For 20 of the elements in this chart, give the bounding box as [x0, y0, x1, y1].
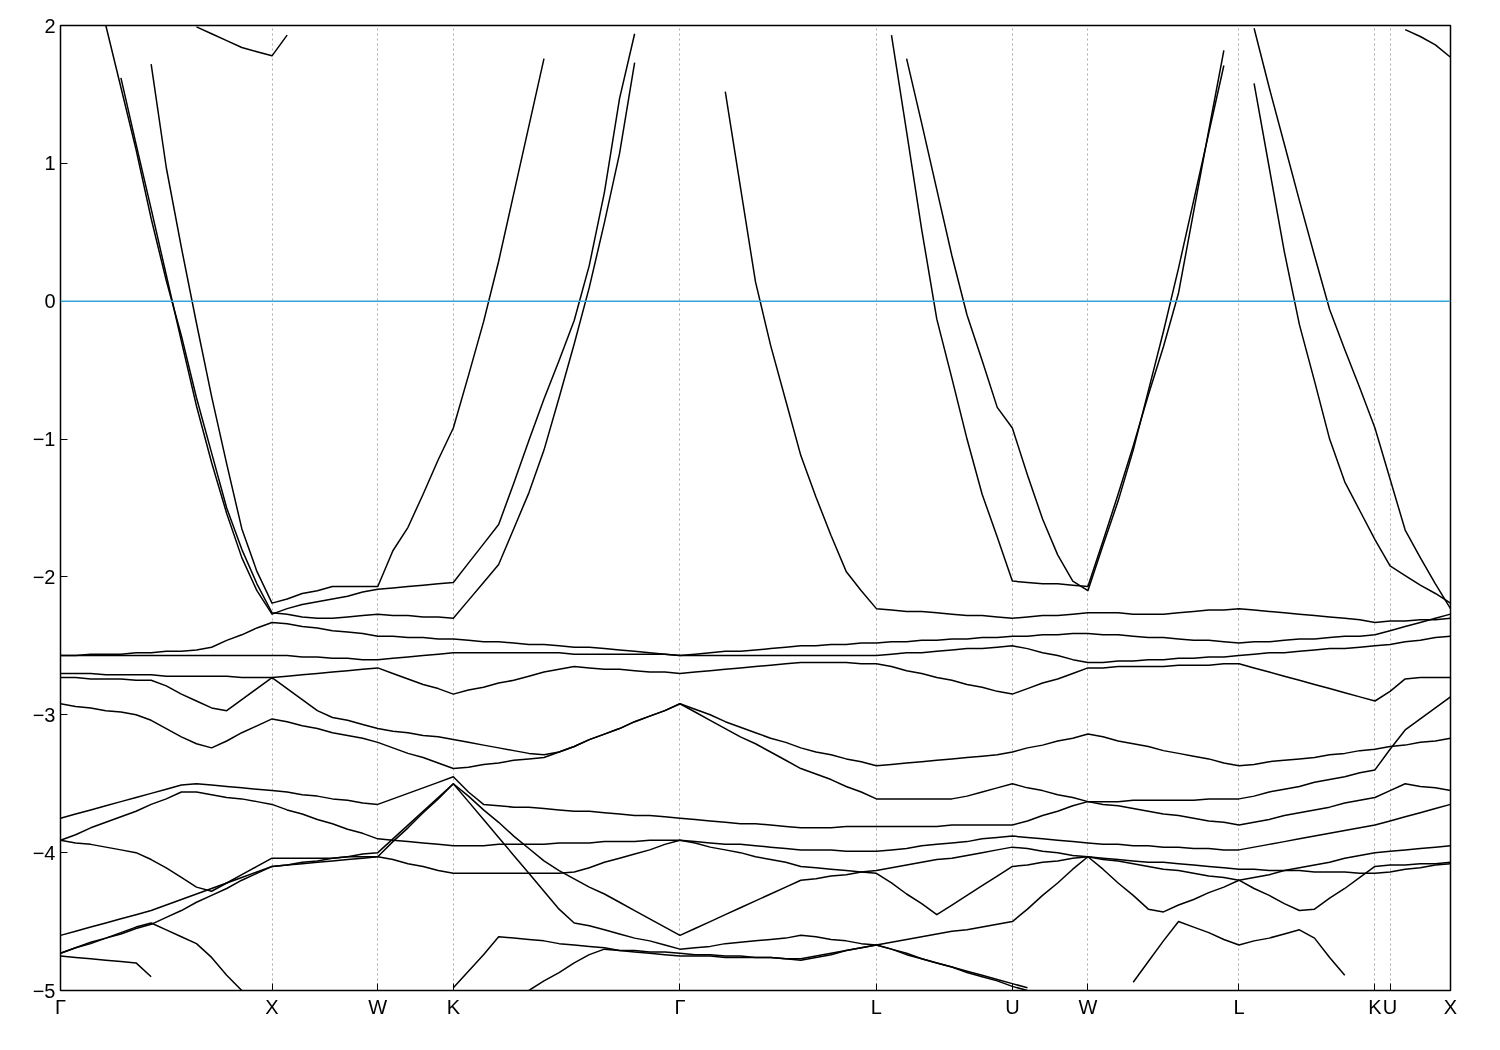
y-tick-label: 2: [44, 14, 56, 37]
x-tick-label: K: [1368, 995, 1383, 1018]
x-tick-label: U: [1005, 995, 1020, 1018]
x-tick-label: Γ: [674, 995, 686, 1018]
x-tick-label: L: [1233, 995, 1245, 1018]
x-tick-label: W: [368, 995, 388, 1018]
y-tick-label: 0: [44, 290, 56, 313]
x-tick-label: K: [446, 995, 461, 1018]
x-tick-label: Γ: [54, 995, 67, 1018]
y-tick-label: −3: [32, 703, 56, 726]
x-tick-label: X: [265, 995, 279, 1018]
y-tick-label: −1: [32, 428, 56, 451]
y-tick-label: −5: [32, 979, 56, 1002]
y-tick-label: −2: [32, 565, 56, 588]
y-tick-label: 1: [44, 152, 56, 175]
x-tick-label: X: [1443, 995, 1458, 1018]
x-tick-label: L: [870, 995, 882, 1018]
y-tick-label: −4: [32, 841, 56, 864]
x-tick-label: U: [1382, 995, 1398, 1018]
x-tick-label: W: [1078, 995, 1098, 1018]
